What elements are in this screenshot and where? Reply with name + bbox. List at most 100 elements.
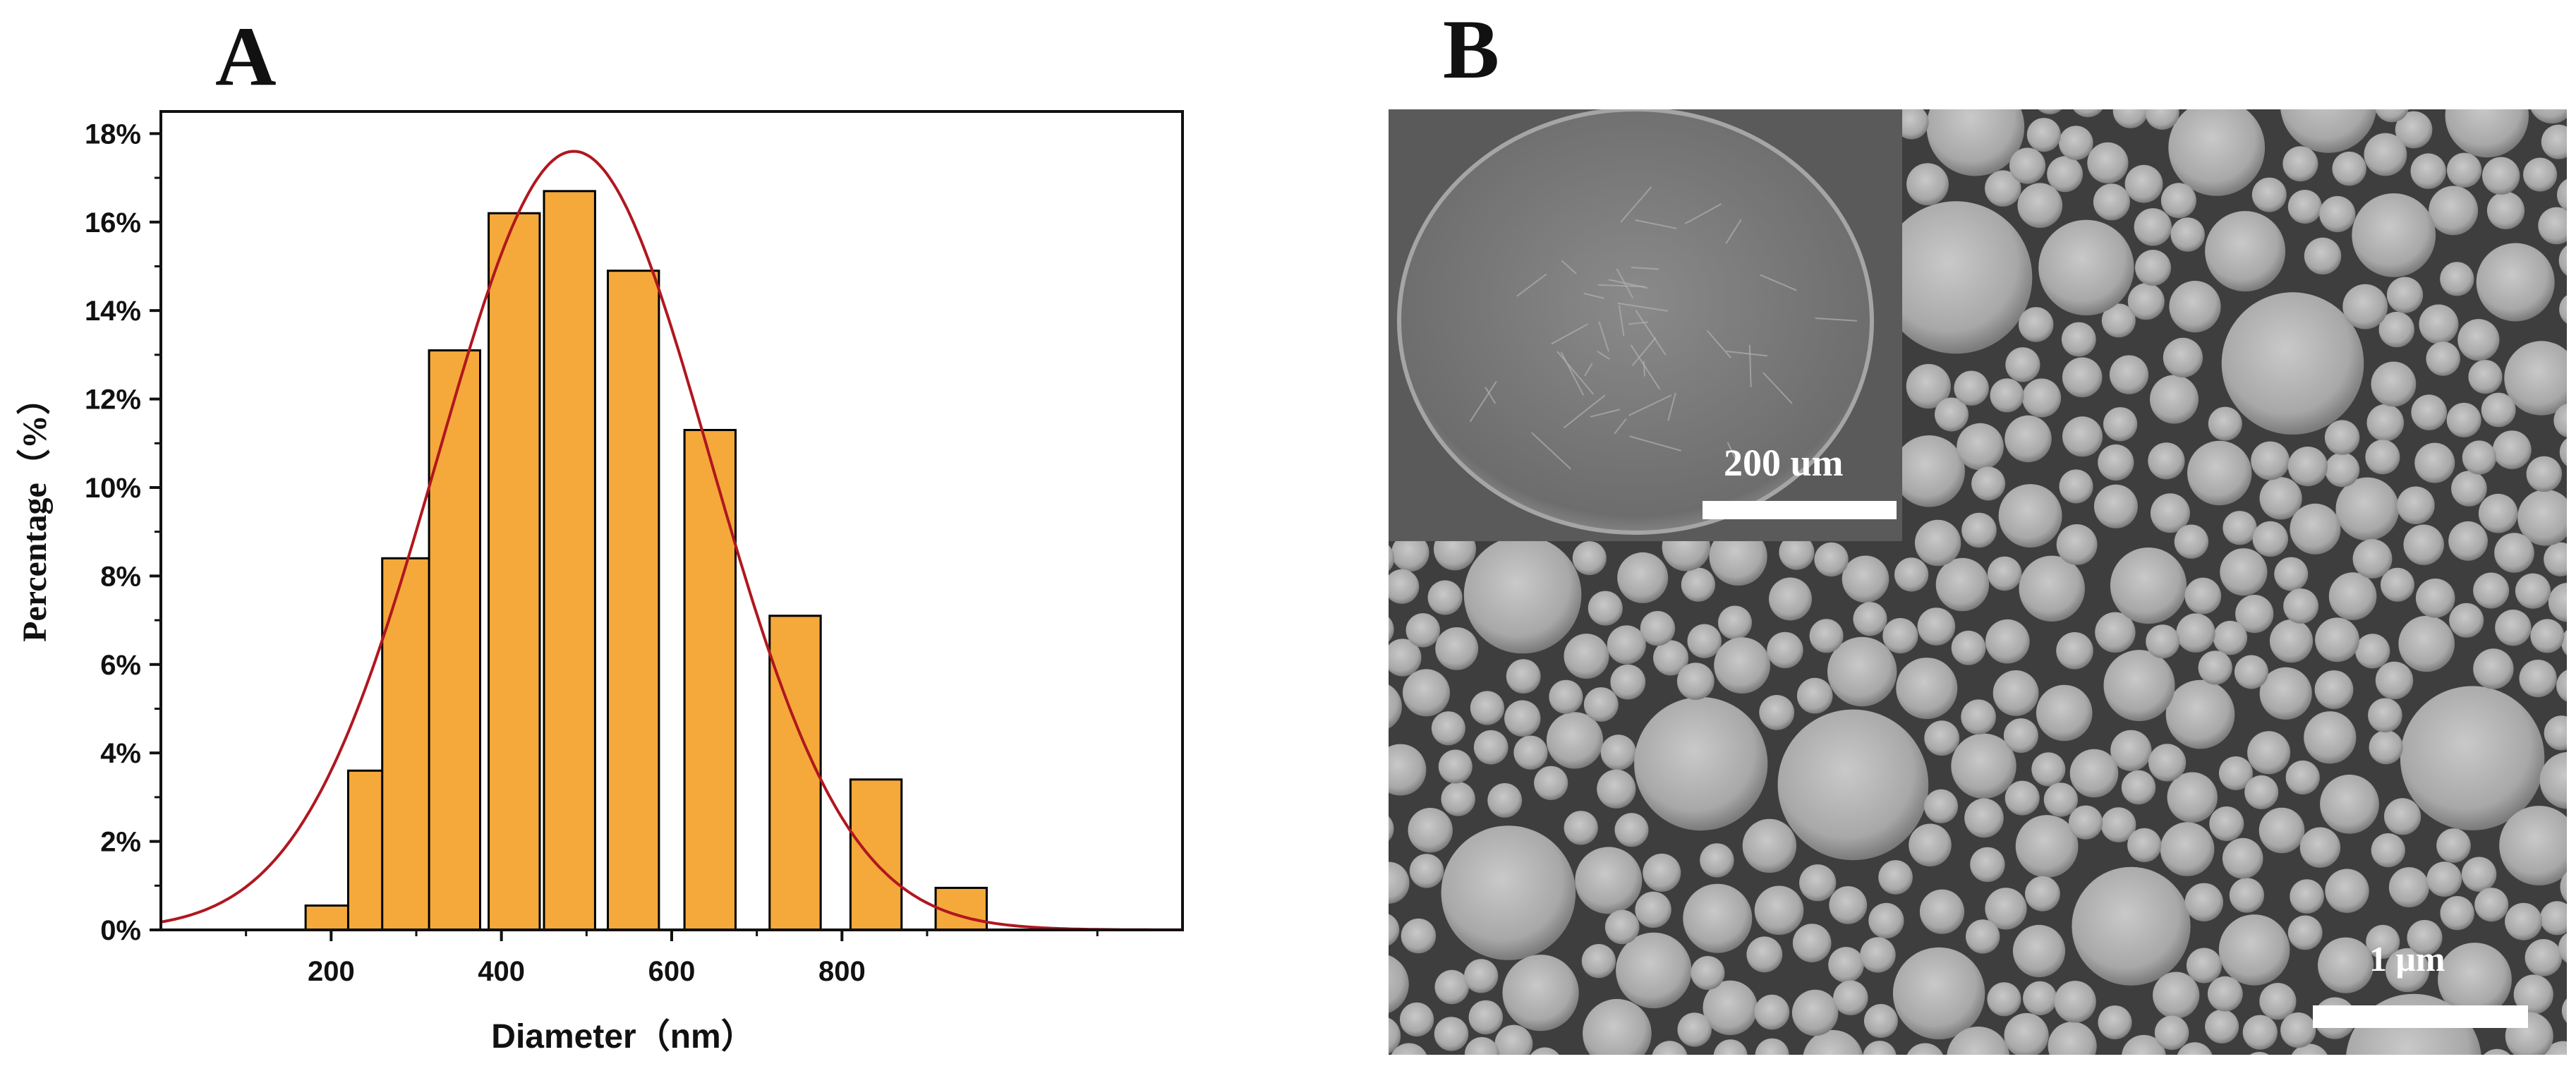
sem-inset-surface-crack [1597,350,1610,360]
sem-particle [1389,1017,1401,1054]
sem-inset-surface-crack [1667,392,1676,421]
y-tick-label-0: 0% [100,915,141,946]
sem-particle [1581,944,1616,979]
sem-particle [2186,948,2222,984]
sem-inset-surface-crack [1727,442,1737,461]
sem-particle [2009,147,2046,184]
sem-particle [1998,484,2062,548]
sem-particle [2544,715,2567,751]
sem-particle [2505,902,2543,940]
sem-particle [2110,730,2152,771]
sem-particle [2324,420,2360,455]
y-tick-label-1: 2% [100,827,141,858]
sem-particle [1961,699,1996,734]
sem-particle [2415,579,2455,618]
sem-particle [2054,981,2096,1023]
histogram-bar-6 [607,270,660,931]
x-tick-label-3: 800 [818,956,866,987]
sem-particle [1791,989,1839,1036]
sem-particle [2222,837,2263,879]
sem-particle [1652,1041,1688,1055]
sem-particle [1917,607,1956,646]
y-tick-label-9: 18% [85,119,141,150]
sem-particle [1829,886,1868,924]
sem-particle [2524,939,2563,976]
sem-particle [2269,619,2314,663]
sem-inset-surface-crack [1561,260,1577,274]
histogram-bar-8 [768,615,822,931]
sem-particle [1408,808,1453,853]
sem-inset-surface-crack [1618,305,1625,337]
sem-particle [2299,827,2341,868]
sem-particle [1954,370,1989,406]
histogram-chart: 0% 2% 4% 6% 8% 10% 12% 14% 16% 18% 200 400 600 800 Di… [16,110,1184,1055]
sem-particle [2031,752,2066,787]
sem-particle [1681,567,1715,602]
sem-particle [2290,503,2341,555]
sem-particle [2400,686,2545,830]
sem-inset-surface-crack [1598,284,1645,288]
sem-particle [1754,885,1804,936]
sem-particle [2208,406,2242,441]
sem-inset-surface-crack [1469,381,1497,423]
sem-particle [2440,262,2474,296]
sem-particle [1588,591,1623,626]
sem-particle [1713,1039,1748,1055]
sem-particle [1403,669,1450,717]
sem-particle [2234,655,2268,689]
sem-particle [1597,769,1636,809]
sem-particle [1389,639,1422,677]
sem-particle [2375,661,2414,700]
sem-particle [1863,1041,1897,1055]
sem-particle [2061,322,2096,357]
sem-particle [1463,536,1582,654]
sem-inset-surface-crack [1628,435,1681,452]
sem-particle [1549,679,1583,714]
sem-particle [2436,828,2471,863]
sem-particle [2112,109,2148,128]
sem-inset-surface-crack [1620,186,1652,223]
sem-particle [2259,667,2312,720]
sem-particle [1814,542,1849,577]
sem-particle [1893,435,1965,507]
sem-particle [1970,847,2005,883]
sem-particle [2320,774,2379,834]
sem-particle [2177,1042,2213,1055]
sem-particle [2318,937,2374,993]
sem-particle [1464,959,1499,993]
sem-particle [1546,712,1604,769]
sem-particle [2543,1041,2567,1055]
sem-inset-microsphere [1397,109,1874,535]
sem-particle [1914,519,1961,567]
sem-particle [2122,1034,2166,1055]
sem-particle [1389,545,1395,571]
sem-particle [2540,901,2567,936]
sem-particle [1468,1000,1503,1035]
sem-particle [2017,183,2063,228]
sem-particle [2209,806,2244,841]
sem-inset-surface-crack [1628,321,1649,325]
sem-particle [2109,355,2149,394]
sem-particle [2287,915,2323,950]
sem-inset-surface-crack [1563,394,1606,429]
sem-particle [2447,152,2482,188]
sem-particle [1506,659,1541,694]
sem-particle [1951,733,2016,799]
sem-particle [2557,179,2567,211]
sem-particle [1906,1043,1944,1055]
sem-particle [2290,879,2324,914]
sem-particle [1964,798,2004,838]
y-tick-label-2: 4% [100,738,141,769]
sem-inset-surface-crack [1630,344,1661,390]
sem-particle [1792,924,1832,962]
sem-particle [2251,177,2287,212]
sem-particle [2150,493,2190,533]
sem-particle [2504,341,2567,416]
sem-particle [1434,969,1469,1005]
sem-particle [2319,195,2356,233]
sem-particle [1809,619,1844,653]
sem-particle [1389,914,1400,946]
sem-particle [1438,749,1473,784]
sem-particle [2019,555,2085,622]
sem-particle [1635,891,1671,928]
